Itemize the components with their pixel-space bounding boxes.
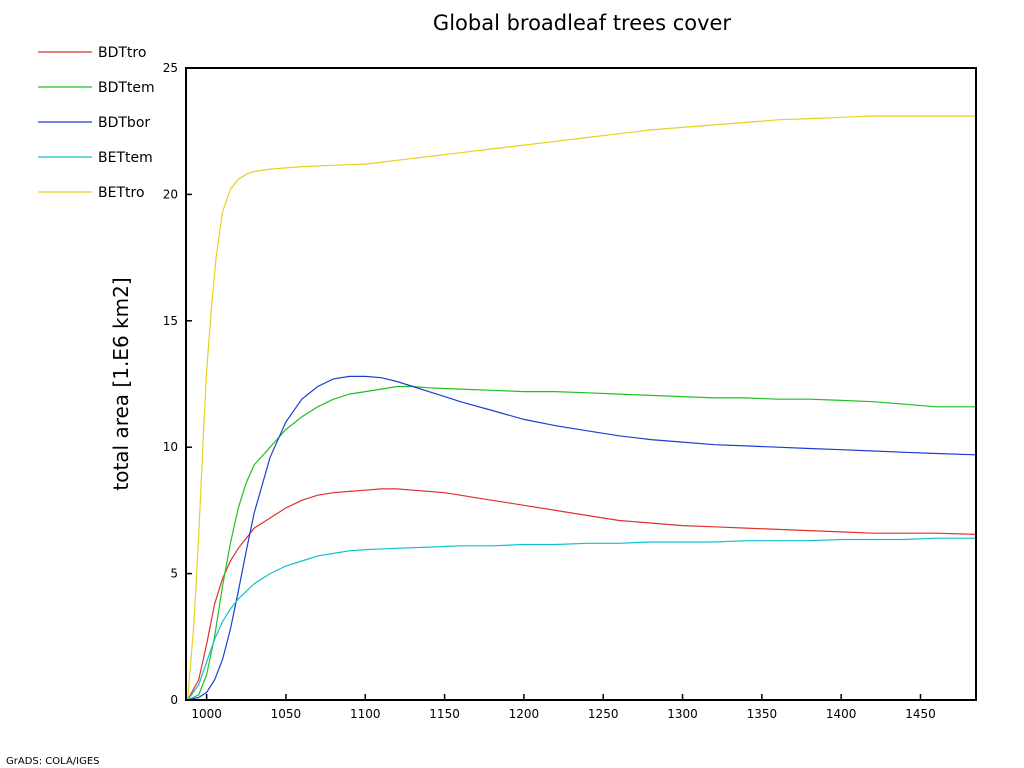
- y-tick-label: 5: [170, 567, 178, 581]
- y-axis-label: total area [1.E6 km2]: [109, 277, 133, 490]
- legend-label-BETtro: BETtro: [98, 185, 145, 201]
- y-tick-label: 0: [170, 693, 178, 707]
- plot-frame: [185, 67, 977, 701]
- x-tick-label: 1300: [667, 707, 698, 721]
- series-line-BDTbor: [187, 375, 977, 701]
- y-tick-label: 20: [163, 187, 178, 201]
- x-tick-label: 1400: [826, 707, 857, 721]
- legend-label-BDTtro: BDTtro: [98, 45, 146, 61]
- x-tick-label: 1200: [509, 707, 540, 721]
- legend: BDTtro BDTtem BDTbor BETtem BETtro: [38, 45, 155, 201]
- x-tick-label: 1000: [191, 707, 222, 721]
- legend-label-BDTtem: BDTtem: [98, 80, 155, 96]
- series-line-BETtem: [187, 537, 976, 701]
- legend-label-BDTbor: BDTbor: [98, 115, 150, 131]
- y-tick-label: 10: [163, 440, 178, 454]
- x-tick-label: 1050: [271, 707, 302, 721]
- y-tick-label: 25: [163, 61, 178, 75]
- series-line-BDTtro: [187, 488, 977, 701]
- chart-title: Global broadleaf trees cover: [433, 11, 732, 35]
- x-tick-label: 1250: [588, 707, 619, 721]
- axis-ticks: 1000 1050 1100 1150 1200 1250 1300 1350 1400 1450…: [163, 61, 936, 721]
- x-tick-label: 1350: [747, 707, 778, 721]
- x-tick-label: 1100: [350, 707, 381, 721]
- plot-area: [187, 115, 977, 701]
- x-tick-label: 1450: [905, 707, 936, 721]
- x-tick-label: 1150: [429, 707, 460, 721]
- series-line-BETtro: [187, 115, 976, 701]
- y-tick-label: 15: [163, 314, 178, 328]
- credit-text: GrADS: COLA/IGES: [6, 756, 100, 767]
- legend-label-BETtem: BETtem: [98, 150, 153, 166]
